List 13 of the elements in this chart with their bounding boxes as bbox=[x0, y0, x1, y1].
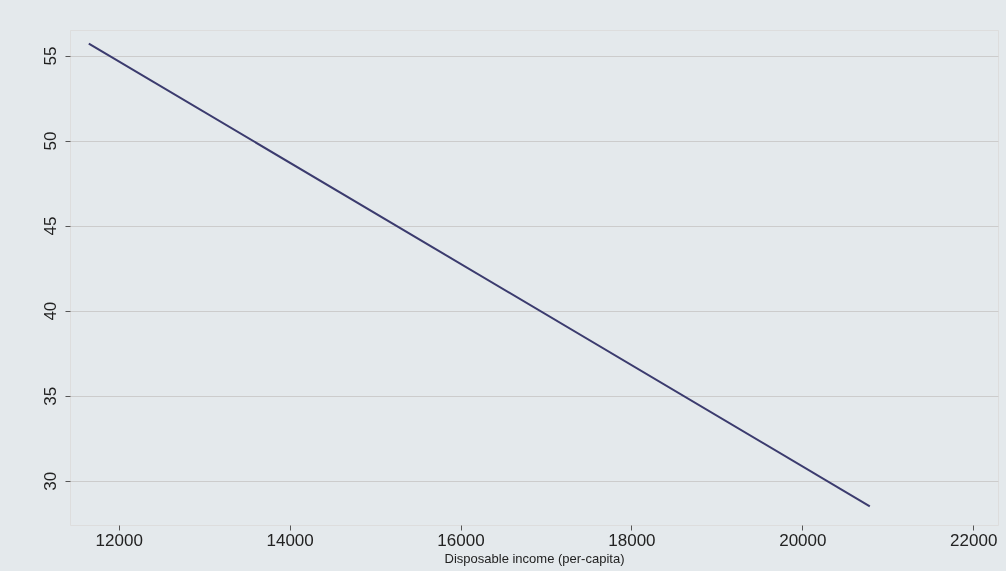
x-tick-label: 18000 bbox=[608, 530, 656, 550]
x-tick-label: 12000 bbox=[95, 530, 143, 550]
x-tick-label: 22000 bbox=[950, 530, 998, 550]
x-tick-label: 16000 bbox=[437, 530, 485, 550]
y-tick-label: 35 bbox=[40, 386, 60, 406]
x-tick-label: 14000 bbox=[266, 530, 314, 550]
y-tick-label: 55 bbox=[40, 46, 60, 66]
y-tick-label: 40 bbox=[40, 301, 60, 321]
y-tick-label: 45 bbox=[40, 216, 60, 236]
x-axis-title: Disposable income (per-capita) bbox=[444, 550, 625, 566]
y-tick-label: 30 bbox=[40, 471, 60, 491]
y-tick-label: 50 bbox=[40, 131, 60, 151]
x-tick-label: 20000 bbox=[779, 530, 827, 550]
